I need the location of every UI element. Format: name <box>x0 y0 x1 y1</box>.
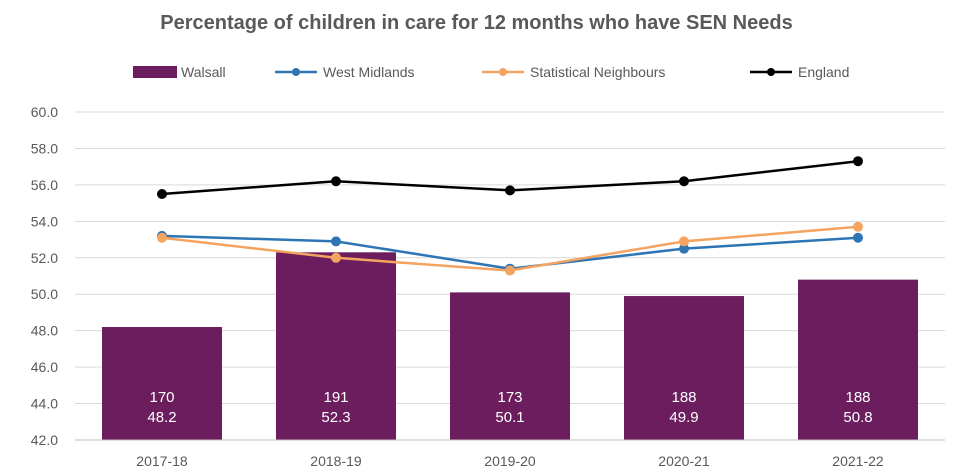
lines <box>157 156 863 276</box>
bar-count-label: 191 <box>323 389 348 406</box>
legend-label: West Midlands <box>323 64 415 80</box>
series-point <box>157 189 167 199</box>
bar <box>624 296 744 440</box>
chart-title: Percentage of children in care for 12 mo… <box>160 12 793 34</box>
y-tick-label: 44.0 <box>31 396 58 412</box>
bar-value-label: 52.3 <box>321 409 350 426</box>
series-point <box>853 221 863 232</box>
series-point <box>505 265 515 276</box>
y-axis: 42.0 44.0 46.0 48.0 50.0 52.0 54.0 56.0 58.0 60.0 <box>31 104 58 448</box>
y-tick-label: 60.0 <box>31 104 58 120</box>
x-axis: 2017-18 2018-19 2019-20 2020-21 2021-22 <box>75 439 945 469</box>
legend-swatch-marker <box>499 68 507 76</box>
series-point <box>679 243 689 254</box>
legend-swatch-marker <box>292 68 300 76</box>
y-tick-label: 58.0 <box>31 140 58 156</box>
bar-count-label: 188 <box>671 389 696 406</box>
bar <box>276 252 396 440</box>
bar-count-label: 170 <box>149 389 174 406</box>
x-tick-label: 2021-22 <box>832 453 884 469</box>
series-point <box>505 185 515 196</box>
bar-value-label: 50.1 <box>495 409 524 426</box>
series-point <box>331 236 341 247</box>
y-tick-label: 52.0 <box>31 250 58 266</box>
legend-swatch-marker <box>767 68 775 76</box>
series-point <box>331 252 341 263</box>
series-point <box>679 176 689 187</box>
legend-label: Walsall <box>181 64 226 80</box>
legend: Walsall West Midlands Statistical Neighbou… <box>133 64 849 80</box>
legend-label: Statistical Neighbours <box>530 64 665 80</box>
bar-value-label: 48.2 <box>147 409 176 426</box>
series-point <box>853 232 863 243</box>
series-point <box>679 236 689 247</box>
x-tick-label: 2018-19 <box>310 453 362 469</box>
y-tick-label: 54.0 <box>31 213 58 229</box>
bar-value-label: 49.9 <box>669 409 698 426</box>
bar <box>450 292 570 440</box>
bars: 170 48.2 191 52.3 173 50.1 188 49.9 188 50.8 <box>102 252 918 440</box>
x-tick-label: 2019-20 <box>484 453 536 469</box>
bar-count-label: 188 <box>845 389 870 406</box>
y-tick-label: 42.0 <box>31 432 58 448</box>
legend-label: England <box>798 64 849 80</box>
series-point <box>331 176 341 187</box>
bar-count-label: 173 <box>497 389 522 406</box>
x-tick-label: 2017-18 <box>136 453 188 469</box>
bar <box>798 279 918 440</box>
bar <box>102 327 222 440</box>
series-point <box>853 156 863 167</box>
bar-value-label: 50.8 <box>843 409 872 426</box>
series-point <box>157 232 167 243</box>
y-tick-label: 48.0 <box>31 323 58 339</box>
legend-swatch <box>133 66 177 78</box>
y-tick-label: 56.0 <box>31 177 58 193</box>
y-tick-label: 46.0 <box>31 359 58 375</box>
y-tick-label: 50.0 <box>31 286 58 302</box>
x-tick-label: 2020-21 <box>658 453 710 469</box>
